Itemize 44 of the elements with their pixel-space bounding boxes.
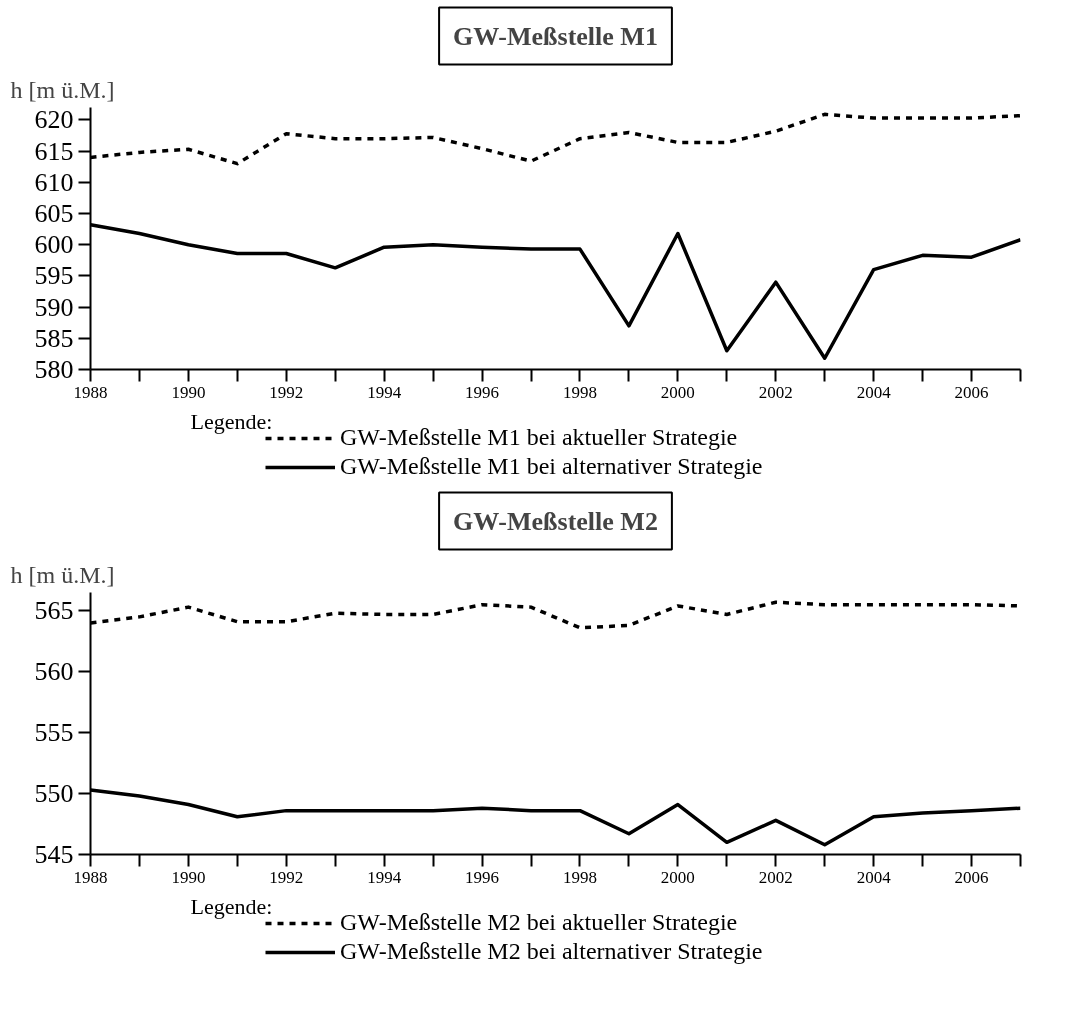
legend-title: Legende:: [190, 408, 273, 434]
x-tick-label: 2006: [954, 867, 989, 887]
y-tick-label: 555: [34, 718, 74, 748]
x-tick-label: 1992: [269, 867, 304, 887]
x-tick-label: 2000: [660, 867, 695, 887]
x-tick-label: 2006: [954, 382, 989, 402]
legend-label: GW-Meßstelle M1 bei alternativer Strategie: [340, 453, 763, 480]
y-axis-title: h [m ü.M.]: [10, 76, 115, 103]
x-tick-label: 1998: [562, 382, 597, 402]
legend-label: GW-Meßstelle M1 bei aktueller Strategie: [340, 424, 738, 451]
y-tick-label: 580: [34, 355, 74, 384]
y-tick-label: 595: [34, 261, 74, 291]
x-tick-label: 2002: [758, 382, 793, 402]
y-tick-label: 590: [34, 292, 74, 322]
x-tick-label: 2004: [856, 382, 892, 402]
y-tick-label: 550: [34, 779, 74, 809]
x-tick-label: 2004: [856, 867, 892, 887]
y-tick-label: 610: [34, 167, 74, 197]
x-tick-label: 1994: [367, 382, 402, 402]
x-tick-label: 1996: [465, 382, 500, 402]
x-tick-label: 1990: [171, 867, 206, 887]
legend-label: GW-Meßstelle M2 bei aktueller Strategie: [340, 909, 738, 936]
y-axis-title: h [m ü.M.]: [10, 561, 115, 588]
y-tick-label: 565: [34, 596, 74, 626]
y-tick-label: 600: [34, 230, 74, 260]
y-tick-label: 560: [34, 657, 74, 687]
chart-title: GW-Meßstelle M1: [453, 21, 658, 51]
legend-label: GW-Meßstelle M2 bei alternativer Strategie: [340, 938, 763, 965]
legend-title: Legende:: [190, 893, 273, 919]
y-tick-label: 545: [34, 840, 74, 869]
x-tick-label: 1996: [465, 867, 500, 887]
x-tick-label: 2002: [758, 867, 793, 887]
x-tick-label: 1988: [73, 382, 108, 402]
chart-title: GW-Meßstelle M2: [453, 506, 658, 536]
x-tick-label: 1990: [171, 382, 206, 402]
x-tick-label: 2000: [660, 382, 695, 402]
y-tick-label: 585: [34, 323, 74, 353]
y-tick-label: 605: [34, 199, 74, 229]
x-tick-label: 1988: [73, 867, 108, 887]
y-tick-label: 620: [34, 105, 74, 135]
x-tick-label: 1992: [269, 382, 304, 402]
x-tick-label: 1998: [562, 867, 597, 887]
x-tick-label: 1994: [367, 867, 402, 887]
y-tick-label: 615: [34, 136, 74, 166]
